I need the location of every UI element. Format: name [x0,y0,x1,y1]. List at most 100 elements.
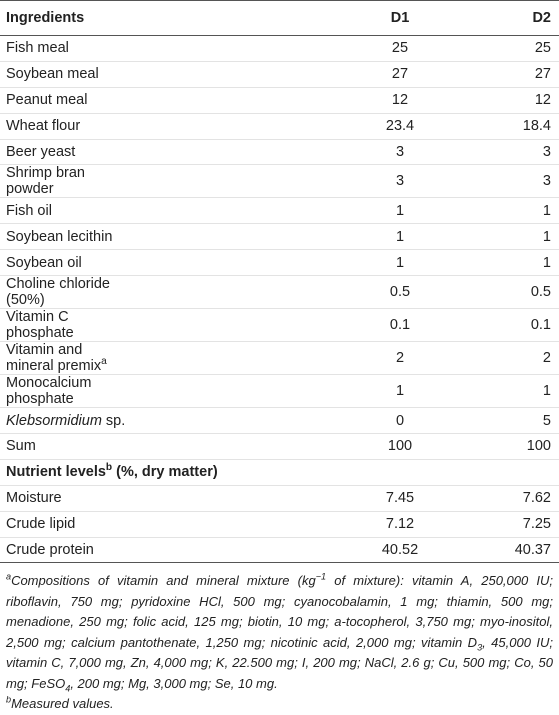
table-row: Beer yeast 3 3 [0,139,559,166]
footnote-sub: 4 [65,683,71,694]
ingredient-name: Soybean lecithin [6,228,113,245]
value-cell: 0.5 [463,275,559,310]
footnote-text: Compositions of vitamin and mineral mixt… [11,573,316,589]
value-cell: 1 [463,374,559,409]
table-row: Soybean meal 27 27 [0,61,559,88]
table-row: Choline chloride (50%) 0.5 0.5 [0,275,559,310]
ingredient-cell: Shrimp bran powder [0,164,135,199]
ingredient-name: Moisture [6,490,62,507]
value-cell: 0.5 [135,275,463,310]
value-cell: 0.1 [135,308,463,343]
footnote-sup: −1 [315,572,327,583]
footnote-text: Measured values. [11,696,114,712]
ingredient-cell: Crude protein [0,537,135,564]
table-row: Monocalcium phosphate 1 1 [0,374,559,409]
ingredient-cell: Fish meal [0,35,135,62]
footnote-marker: b [6,695,12,706]
ingredient-cell: Beer yeast [0,139,135,166]
ingredient-cell: Fish oil [0,197,135,225]
table-row: Soybean lecithin 1 1 [0,223,559,251]
note-marker: a [101,356,107,368]
ingredient-cell: Vitamin and mineral premixa [0,341,135,376]
value-cell: 7.25 [463,511,559,538]
ingredient-name: Klebsormidium [6,412,102,429]
table-row: Klebsormidium sp. 0 5 [0,407,559,435]
ingredient-name: Beer yeast [6,144,76,160]
value-cell: 12 [135,87,463,114]
ingredient-cell: Soybean oil [0,249,135,277]
name-suffix: sp. [101,412,126,429]
section-row: Nutrient levelsb (%, dry matter) [0,459,559,486]
table-row: Vitamin and mineral premixa 2 2 [0,341,559,376]
header-cell: D1 [135,0,463,36]
header-cell: D2 [463,0,559,36]
ingredient-cell: Moisture [0,485,135,512]
table-row: Fish oil 1 1 [0,197,559,225]
ingredient-name: Sum [6,438,36,455]
ingredients-table: Ingredients D1 D2 Fish meal 25 25 Soybean m… [0,0,559,564]
value-cell: 100 [135,433,463,460]
value-cell: 1 [463,197,559,225]
ingredient-name: Crude lipid [6,516,76,533]
ingredient-cell: Peanut meal [0,87,135,114]
footnote: bMeasured values. [6,694,553,715]
table-row: Sum 100 100 [0,433,559,460]
ingredient-cell: Choline chloride (50%) [0,275,135,310]
value-cell: 40.52 [135,537,463,564]
ingredient-cell: Monocalcium phosphate [0,374,135,409]
ingredient-name: Soybean meal [6,66,99,83]
ingredient-cell: Crude lipid [0,511,135,538]
value-cell: 1 [463,249,559,277]
value-cell: 18.4 [463,113,559,140]
value-cell: 7.45 [135,485,463,512]
ingredient-name: Vitamin C phosphate [6,309,74,342]
table-body: Fish meal 25 25 Soybean meal 27 27 Peanut meal… [0,35,559,564]
header-cell: Ingredients [0,0,135,36]
value-cell: 1 [135,223,463,251]
table-row: Soybean oil 1 1 [0,249,559,277]
footnote-text: , 200 mg; Mg, 3,000 mg; Se, 10 mg. [70,675,278,691]
table-header: Ingredients D1 D2 [0,0,559,36]
value-cell: 5 [463,407,559,435]
footnote-sub: 3 [477,642,483,653]
value-cell: 23.4 [135,113,463,140]
value-cell: 25 [135,35,463,62]
footnote-marker: a [6,572,12,583]
ingredient-cell: Vitamin C phosphate [0,308,135,343]
value-cell: 1 [135,197,463,225]
ingredient-name: Monocalcium phosphate [6,375,92,408]
value-cell: 7.62 [463,485,559,512]
value-cell: 3 [463,164,559,199]
value-cell: 3 [463,139,559,166]
footnote-text: of mixture): vitamin A, 250,000 IU; ribo… [6,573,553,650]
value-cell: 40.37 [463,537,559,564]
table-row: Moisture 7.45 7.62 [0,485,559,512]
ingredient-name: Soybean oil [6,254,82,271]
footnote: aCompositions of vitamin and mineral mix… [6,571,553,694]
ingredient-cell: Soybean lecithin [0,223,135,251]
value-cell: 1 [135,374,463,409]
value-cell: 0.1 [463,308,559,343]
ingredient-name: Crude protein [6,542,94,559]
section-title: Nutrient levels [6,464,106,481]
ingredient-cell: Klebsormidium sp. [0,407,135,435]
table-row: Crude protein 40.52 40.37 [0,537,559,564]
ingredient-name: Fish oil [6,202,52,219]
table-row: Wheat flour 23.4 18.4 [0,113,559,140]
value-cell: 2 [463,341,559,376]
value-cell: 1 [463,223,559,251]
table-row: Vitamin C phosphate 0.1 0.1 [0,308,559,343]
ingredient-cell: Sum [0,433,135,460]
footnotes: aCompositions of vitamin and mineral mix… [0,563,559,715]
ingredient-name: Vitamin and mineral premix [6,342,102,375]
value-cell: 100 [463,433,559,460]
value-cell: 7.12 [135,511,463,538]
value-cell: 25 [463,35,559,62]
footnote-text: , 45,000 IU; vitamin C, 7,000 mg, Zn, 4,… [6,634,553,691]
value-cell: 12 [463,87,559,114]
ingredient-name: Shrimp bran powder [6,165,85,198]
ingredient-cell: Wheat flour [0,113,135,140]
ingredient-name: Fish meal [6,40,69,57]
table-row: Shrimp bran powder 3 3 [0,164,559,199]
